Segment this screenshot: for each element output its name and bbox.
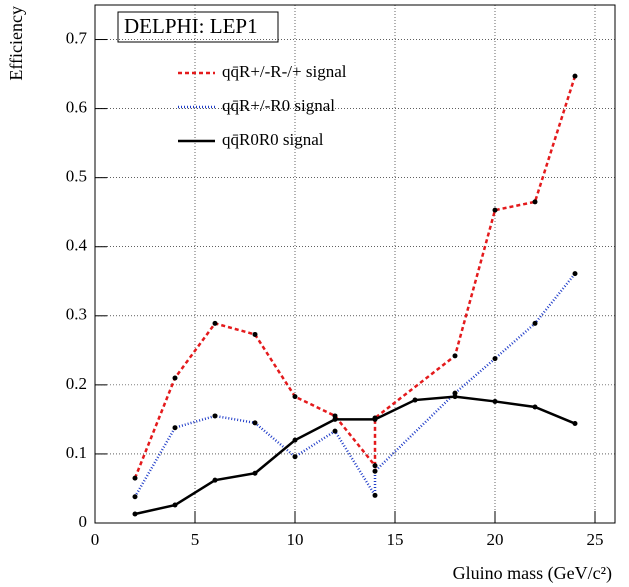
y-tick-label: 0.3 bbox=[66, 305, 87, 324]
data-point bbox=[572, 73, 578, 79]
data-point bbox=[452, 353, 458, 359]
data-point bbox=[532, 199, 538, 205]
data-point bbox=[292, 437, 298, 443]
y-tick-label: 0.2 bbox=[66, 374, 87, 393]
x-tick-label: 15 bbox=[387, 530, 404, 549]
data-point bbox=[372, 463, 378, 469]
data-point bbox=[492, 207, 498, 213]
data-point bbox=[132, 475, 138, 481]
x-tick-label: 0 bbox=[91, 530, 100, 549]
data-point bbox=[132, 494, 138, 500]
y-axis-label: Efficiency bbox=[6, 6, 26, 81]
data-point bbox=[572, 421, 578, 427]
data-point bbox=[172, 425, 178, 431]
y-tick-label: 0.5 bbox=[66, 167, 87, 186]
series-line bbox=[133, 272, 576, 500]
data-point bbox=[412, 397, 418, 403]
x-axis-label: Gluino mass (GeV/c²) bbox=[453, 563, 612, 584]
data-point bbox=[212, 413, 218, 419]
y-tick-label: 0.4 bbox=[66, 236, 88, 255]
chart-title: DELPHI: LEP1 bbox=[124, 14, 258, 38]
data-point bbox=[452, 394, 458, 400]
y-tick-label: 0.1 bbox=[66, 443, 87, 462]
legend-label: qq̄R+/-R-/+ signal bbox=[222, 62, 347, 81]
data-point bbox=[252, 470, 258, 476]
title-box bbox=[117, 11, 279, 43]
plot-frame bbox=[94, 4, 616, 524]
data-point bbox=[372, 468, 378, 474]
x-tick-label: 25 bbox=[587, 530, 604, 549]
data-point bbox=[332, 428, 338, 434]
data-point bbox=[252, 420, 258, 426]
x-tick-label: 5 bbox=[191, 530, 200, 549]
data-point bbox=[372, 416, 378, 422]
data-point bbox=[452, 390, 458, 396]
y-tick-label: 0.7 bbox=[66, 28, 88, 47]
y-tick-label: 0.6 bbox=[66, 98, 87, 117]
series-line bbox=[133, 75, 577, 479]
data-point bbox=[372, 492, 378, 498]
y-tick-label: 0 bbox=[79, 512, 88, 531]
data-point bbox=[292, 394, 298, 400]
x-tick-label: 20 bbox=[487, 530, 504, 549]
data-point bbox=[332, 416, 338, 422]
data-point bbox=[532, 404, 538, 410]
series-line bbox=[134, 395, 576, 516]
data-point bbox=[212, 477, 218, 483]
legend-label: qq̄R0R0 signal bbox=[222, 130, 324, 149]
data-point bbox=[572, 271, 578, 277]
data-point bbox=[172, 375, 178, 381]
data-point bbox=[252, 331, 258, 337]
data-point bbox=[212, 320, 218, 326]
data-point bbox=[292, 454, 298, 460]
data-point bbox=[332, 413, 338, 419]
data-point bbox=[492, 398, 498, 404]
data-point bbox=[492, 356, 498, 362]
legend-label: qq̄R+/-R0 signal bbox=[222, 96, 335, 115]
data-point bbox=[172, 502, 178, 508]
data-point bbox=[132, 511, 138, 517]
data-point bbox=[532, 320, 538, 326]
x-tick-label: 10 bbox=[287, 530, 304, 549]
